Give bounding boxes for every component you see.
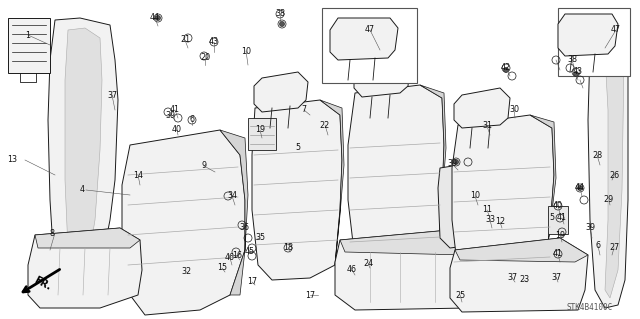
Polygon shape [340,230,478,255]
Text: 4: 4 [79,186,84,195]
Text: 25: 25 [455,291,465,300]
Text: STK4B4100C: STK4B4100C [567,303,613,313]
Text: 37: 37 [551,272,561,281]
Text: 30: 30 [509,106,519,115]
Text: 8: 8 [49,228,54,238]
Polygon shape [454,88,510,128]
Text: 41: 41 [557,213,567,222]
Bar [8,18,50,73]
Text: 41: 41 [170,106,180,115]
Text: 38: 38 [567,56,577,64]
Text: 27: 27 [609,243,619,253]
Circle shape [577,186,582,190]
Text: 37: 37 [507,273,517,283]
Text: 35: 35 [255,234,265,242]
Polygon shape [254,72,308,112]
Text: 38: 38 [275,10,285,19]
Text: 39: 39 [585,224,595,233]
Polygon shape [220,130,248,295]
Text: 13: 13 [7,155,17,165]
Circle shape [504,68,509,72]
Text: 41: 41 [553,249,563,258]
Text: 16: 16 [232,251,242,261]
Text: FR.: FR. [32,275,52,293]
Text: 47: 47 [611,26,621,34]
Text: 23: 23 [519,276,529,285]
Text: 47: 47 [365,26,375,34]
Polygon shape [330,18,398,60]
Bar [248,118,276,150]
Circle shape [573,71,579,77]
Text: 11: 11 [482,205,492,214]
Bar [548,206,568,234]
Circle shape [280,21,285,26]
Text: 32: 32 [181,268,191,277]
Text: 42: 42 [501,63,511,72]
Text: 10: 10 [241,47,251,56]
Text: 19: 19 [555,231,565,240]
Polygon shape [35,228,140,248]
Text: 40: 40 [172,125,182,135]
Text: 9: 9 [202,161,207,170]
Text: 17: 17 [305,291,315,300]
Text: 26: 26 [609,170,619,180]
Polygon shape [65,28,102,282]
Text: 44: 44 [150,13,160,23]
Text: 29: 29 [604,196,614,204]
Polygon shape [600,22,624,298]
Text: 43: 43 [209,38,219,47]
Text: 31: 31 [482,122,492,130]
Text: 17: 17 [247,278,257,286]
Polygon shape [588,15,628,308]
Text: 10: 10 [470,191,480,201]
Text: 1: 1 [26,31,31,40]
Polygon shape [28,228,142,308]
Polygon shape [320,100,344,265]
Polygon shape [348,85,444,275]
Polygon shape [450,238,588,312]
Polygon shape [455,238,588,262]
Polygon shape [354,57,410,97]
Text: 37: 37 [107,91,117,100]
Text: 33: 33 [485,216,495,225]
Text: 5: 5 [549,213,555,222]
Bar [322,8,417,83]
Circle shape [156,16,161,20]
Polygon shape [420,85,446,258]
Polygon shape [335,230,478,310]
Bar [558,8,630,76]
Polygon shape [530,115,556,272]
Text: 12: 12 [495,218,505,226]
Text: 28: 28 [592,151,602,160]
Circle shape [454,160,458,165]
Text: 39: 39 [447,160,457,168]
Text: 34: 34 [227,191,237,201]
Text: 20: 20 [200,54,210,63]
Polygon shape [252,100,342,280]
Text: 40: 40 [553,201,563,210]
Text: 19: 19 [255,125,265,135]
Text: 46: 46 [347,265,357,275]
Text: 14: 14 [133,170,143,180]
Text: 5: 5 [296,144,301,152]
Text: 21: 21 [180,35,190,44]
Text: 6: 6 [595,241,600,250]
Text: 36: 36 [239,224,249,233]
Text: 18: 18 [283,243,293,253]
Text: 46: 46 [225,254,235,263]
Polygon shape [558,14,618,56]
Polygon shape [122,130,245,315]
Text: 22: 22 [320,121,330,130]
Text: 15: 15 [217,263,227,272]
Text: 44: 44 [575,183,585,192]
Polygon shape [438,160,500,248]
Text: 7: 7 [301,106,307,115]
Text: 43: 43 [573,68,583,77]
Text: 24: 24 [363,258,373,268]
Text: 39: 39 [165,110,175,120]
Polygon shape [48,18,118,305]
Text: 45: 45 [245,248,255,256]
Text: 6: 6 [189,115,195,124]
Polygon shape [452,115,554,288]
